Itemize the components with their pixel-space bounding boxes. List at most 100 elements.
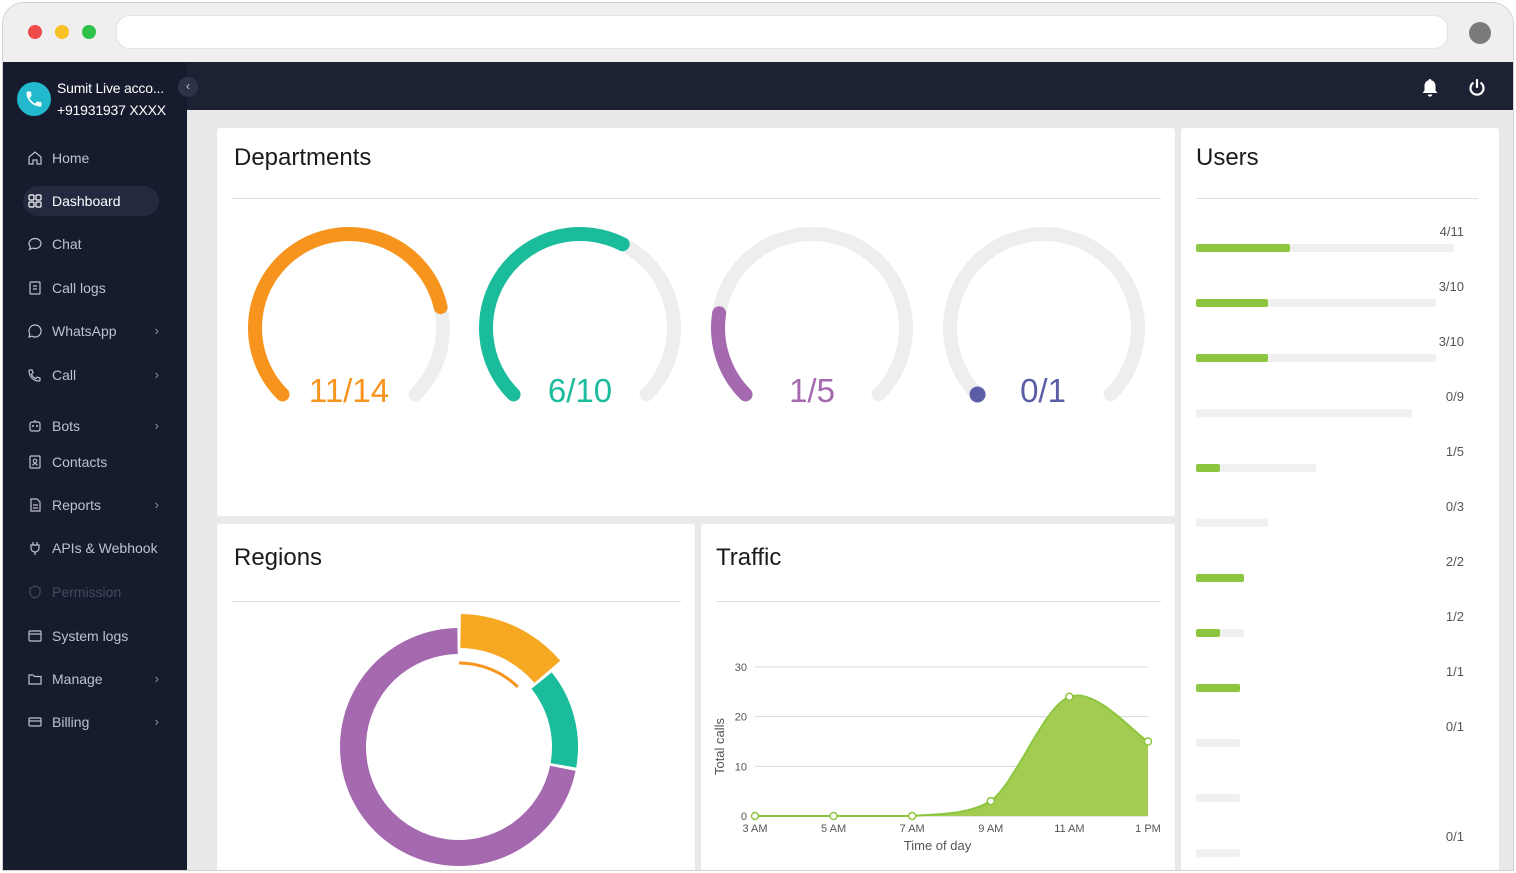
sidebar-item-call[interactable]: Call › (23, 360, 159, 390)
traffic-point[interactable] (750, 811, 760, 821)
chevron-left-icon[interactable]: ‹ (178, 77, 198, 97)
sidebar-item-system-logs[interactable]: System logs (23, 621, 159, 651)
user-progress-track (1196, 409, 1412, 417)
traffic-title: Traffic (716, 544, 782, 571)
regions-title: Regions (234, 544, 323, 571)
user-progress-track (1196, 244, 1454, 252)
gauge-value-arc (479, 227, 630, 402)
user-count-label: 1/5 (1445, 444, 1464, 459)
user-count-label: 4/11 (1439, 224, 1464, 239)
user-count-label: 1/2 (1445, 609, 1464, 624)
sidebar-item-dashboard[interactable]: Dashboard (23, 186, 159, 216)
sidebar-item-label: Chat (52, 236, 82, 252)
user-progress-fill (1196, 464, 1220, 472)
sidebar-item-billing[interactable]: Billing › (23, 707, 159, 737)
chevron-right-icon: › (154, 497, 159, 512)
x-tick-label: 11 AM (1054, 823, 1084, 835)
gauge-value-dot (969, 386, 986, 403)
gauge-value-arc (711, 306, 753, 402)
user-progress-fill (1196, 629, 1220, 637)
x-tick-label: 7 AM (900, 823, 925, 835)
user-progress-track (1196, 739, 1240, 747)
gauge-track (943, 227, 1145, 402)
sidebar-item-call-logs[interactable]: Call logs (23, 273, 159, 303)
sidebar-item-label: Reports (52, 497, 102, 513)
y-tick-label: 10 (735, 761, 747, 773)
departments-title: Departments (234, 144, 372, 171)
sidebar-item-apis-webhook[interactable]: APIs & Webhook (23, 533, 159, 563)
region-slice[interactable] (531, 672, 578, 768)
y-axis-label: Total calls (712, 717, 727, 775)
user-progress-track (1196, 299, 1436, 307)
traffic-point[interactable] (1065, 692, 1074, 702)
sidebar-item-label: APIs & Webhook (52, 540, 158, 556)
sidebar-item-reports[interactable]: Reports › (23, 490, 159, 520)
power-icon[interactable] (1468, 78, 1486, 98)
gauge-label: 1/5 (789, 372, 835, 409)
region-highlight-arc (458, 661, 519, 689)
users-divider (1196, 198, 1478, 199)
sidebar-item-whatsapp[interactable]: WhatsApp › (23, 316, 159, 346)
traffic-point[interactable] (907, 811, 917, 821)
sidebar-item-chat[interactable]: Chat (23, 229, 159, 259)
sidebar-item-label: Dashboard (52, 193, 121, 209)
user-count-label: 3/10 (1438, 334, 1464, 349)
sidebar-item-contacts[interactable]: Contacts (23, 447, 159, 477)
shield-icon (29, 585, 41, 599)
dashboard-main: Departments 11/14 6/10 1/5 0/1 Users 4/1… (187, 110, 1513, 870)
user-count-label: 0/1 (1445, 829, 1464, 844)
browser-menu-button[interactable] (1469, 22, 1491, 44)
sidebar-item-label: Billing (52, 714, 90, 730)
gauge-2 (479, 227, 681, 402)
home-icon (28, 151, 42, 165)
departments-divider (232, 198, 1161, 199)
traffic-point[interactable] (829, 811, 838, 821)
x-tick-label: 3 AM (742, 823, 767, 835)
sidebar-item-home[interactable]: Home (23, 143, 159, 173)
y-tick-label: 0 (741, 811, 747, 823)
reports-icon (30, 498, 41, 512)
gauge-3 (711, 227, 913, 402)
account-header[interactable]: Sumit Live acco... +91931937 XXXX (17, 80, 187, 124)
chevron-right-icon: › (154, 714, 159, 729)
user-progress-track (1196, 794, 1240, 802)
account-phone: +91931937 XXXX (57, 102, 166, 118)
sidebar-item-label: Call (52, 367, 77, 383)
maximize-window-button[interactable] (82, 25, 96, 39)
traffic-point[interactable] (986, 796, 996, 806)
sidebar-item-bots[interactable]: Bots › (23, 411, 159, 441)
user-progress-fill (1196, 354, 1268, 362)
address-bar[interactable] (116, 15, 1448, 49)
user-progress-track (1196, 629, 1244, 637)
chevron-right-icon: › (154, 671, 159, 686)
traffic-point[interactable] (1143, 737, 1153, 746)
sidebar-item-label: Manage (52, 671, 103, 687)
user-progress-track (1196, 684, 1240, 692)
sidebar-item-label: Contacts (52, 454, 108, 470)
close-window-button[interactable] (28, 25, 42, 39)
user-progress-track (1196, 354, 1436, 362)
sidebar-item-manage[interactable]: Manage › (23, 664, 159, 694)
region-slice[interactable] (340, 628, 576, 866)
traffic-divider (716, 601, 1161, 602)
phone-icon (17, 82, 51, 116)
sidebar-item-permission: Permission (23, 577, 159, 607)
regions-card: Regions (217, 524, 695, 870)
gauge-value-arc (248, 227, 448, 402)
y-tick-label: 30 (735, 662, 747, 674)
sidebar-item-label: Bots (52, 418, 81, 434)
user-progress-fill (1196, 244, 1290, 252)
whatsapp-icon (28, 324, 42, 338)
minimize-window-button[interactable] (55, 25, 69, 39)
bell-icon[interactable] (1421, 78, 1439, 98)
departments-gauges (248, 227, 1145, 403)
x-axis-label: Time of day (904, 838, 972, 853)
gauge-4 (943, 227, 1145, 403)
chevron-right-icon: › (154, 367, 159, 382)
user-count-label: 2/2 (1445, 554, 1464, 569)
departments-card: Departments 11/14 6/10 1/5 0/1 (217, 128, 1175, 516)
region-slice[interactable] (459, 614, 561, 684)
sidebar: Sumit Live acco... +91931937 XXXX ‹ Home… (3, 62, 198, 870)
sidebar-item-label: Home (52, 150, 90, 166)
